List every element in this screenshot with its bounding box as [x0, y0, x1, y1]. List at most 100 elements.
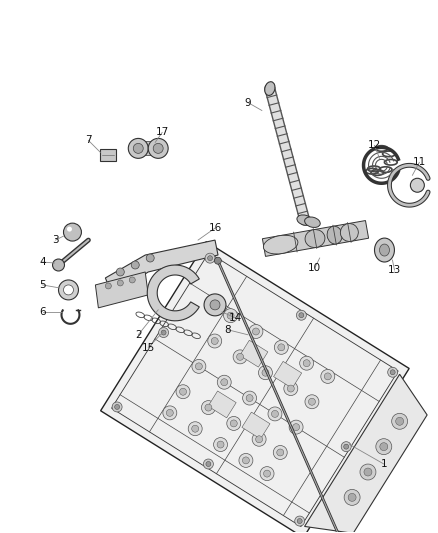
Circle shape	[163, 406, 177, 420]
Circle shape	[215, 257, 221, 264]
Polygon shape	[95, 272, 148, 308]
Text: 9: 9	[244, 98, 251, 108]
Circle shape	[274, 341, 288, 354]
Circle shape	[214, 438, 227, 451]
Circle shape	[252, 432, 266, 446]
Circle shape	[131, 261, 139, 269]
Text: 12: 12	[368, 140, 381, 150]
Text: 11: 11	[413, 157, 426, 167]
Ellipse shape	[210, 300, 220, 310]
Polygon shape	[274, 361, 302, 388]
Circle shape	[284, 382, 298, 395]
Circle shape	[192, 425, 199, 432]
Circle shape	[396, 417, 404, 425]
Circle shape	[227, 416, 241, 431]
Circle shape	[227, 312, 234, 319]
Circle shape	[258, 366, 272, 379]
Circle shape	[221, 379, 228, 386]
Circle shape	[246, 394, 253, 401]
Circle shape	[252, 328, 259, 335]
Circle shape	[388, 367, 398, 377]
Ellipse shape	[305, 230, 325, 247]
Text: 16: 16	[208, 223, 222, 233]
Ellipse shape	[374, 238, 395, 262]
Circle shape	[390, 370, 395, 375]
Text: 17: 17	[155, 127, 169, 138]
Circle shape	[293, 424, 300, 431]
Circle shape	[364, 468, 372, 476]
Circle shape	[148, 139, 168, 158]
Text: 6: 6	[39, 307, 46, 317]
Circle shape	[230, 420, 237, 427]
Circle shape	[344, 489, 360, 505]
Circle shape	[128, 139, 148, 158]
Text: 4: 4	[39, 257, 46, 267]
Polygon shape	[208, 391, 236, 418]
Circle shape	[67, 227, 72, 232]
Circle shape	[206, 462, 211, 466]
Circle shape	[208, 334, 222, 348]
Circle shape	[129, 277, 135, 283]
Circle shape	[53, 259, 64, 271]
Circle shape	[287, 385, 294, 392]
Circle shape	[321, 369, 335, 383]
Circle shape	[176, 385, 190, 399]
Circle shape	[233, 350, 247, 364]
Circle shape	[188, 422, 202, 435]
Ellipse shape	[297, 215, 313, 225]
Polygon shape	[100, 149, 117, 161]
Circle shape	[237, 353, 244, 360]
Text: 2: 2	[135, 330, 141, 340]
Circle shape	[159, 328, 169, 337]
Circle shape	[392, 413, 408, 429]
Circle shape	[180, 388, 187, 395]
Circle shape	[360, 464, 376, 480]
Text: 3: 3	[52, 235, 59, 245]
Circle shape	[217, 441, 224, 448]
Ellipse shape	[263, 235, 298, 254]
Circle shape	[64, 223, 81, 241]
Circle shape	[380, 443, 388, 450]
Circle shape	[166, 409, 173, 416]
Circle shape	[303, 360, 310, 367]
Circle shape	[117, 268, 124, 276]
Circle shape	[201, 401, 215, 415]
Polygon shape	[304, 374, 427, 533]
Circle shape	[64, 285, 74, 295]
Circle shape	[272, 410, 279, 417]
Circle shape	[300, 356, 314, 370]
Circle shape	[297, 310, 306, 320]
Circle shape	[211, 337, 218, 344]
Circle shape	[341, 442, 351, 451]
Polygon shape	[101, 241, 409, 533]
Circle shape	[217, 375, 231, 389]
Circle shape	[297, 519, 302, 523]
Circle shape	[308, 398, 315, 405]
Circle shape	[376, 439, 392, 455]
Circle shape	[112, 402, 122, 412]
Ellipse shape	[327, 226, 342, 244]
Circle shape	[295, 516, 305, 526]
Circle shape	[115, 405, 120, 409]
Circle shape	[59, 280, 78, 300]
Circle shape	[262, 369, 269, 376]
Polygon shape	[240, 340, 268, 367]
Circle shape	[273, 446, 287, 459]
Ellipse shape	[379, 244, 389, 256]
Circle shape	[348, 494, 356, 502]
Circle shape	[223, 309, 237, 322]
Text: 14: 14	[228, 313, 242, 323]
Circle shape	[243, 391, 257, 405]
Text: 15: 15	[141, 343, 155, 353]
Text: 1: 1	[381, 459, 388, 470]
Circle shape	[153, 143, 163, 154]
Text: 8: 8	[225, 325, 231, 335]
Ellipse shape	[265, 82, 275, 95]
Circle shape	[260, 466, 274, 481]
Circle shape	[208, 256, 212, 261]
Circle shape	[117, 280, 124, 286]
Circle shape	[192, 359, 206, 373]
Ellipse shape	[204, 294, 226, 316]
Circle shape	[264, 470, 271, 477]
Circle shape	[106, 283, 111, 289]
